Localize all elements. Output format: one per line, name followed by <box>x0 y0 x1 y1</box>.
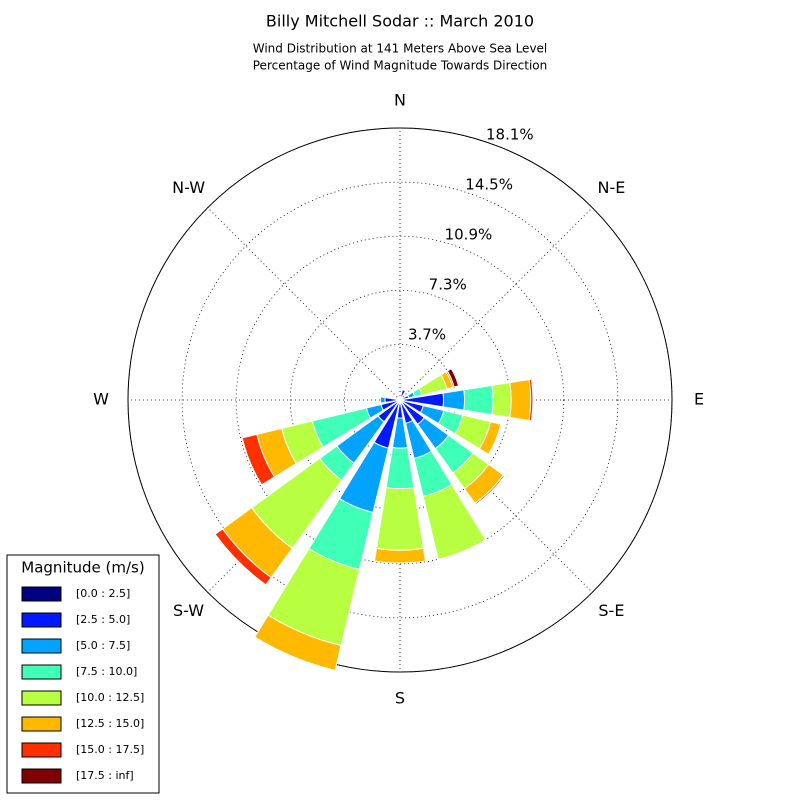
wind-bar <box>400 389 407 399</box>
direction-label: N <box>394 91 406 110</box>
legend-label: [2.5 : 5.0] <box>76 613 130 626</box>
wind-bar <box>241 433 276 486</box>
legend-label: [5.0 : 7.5] <box>76 639 130 652</box>
radial-tick-label: 10.9% <box>445 225 493 243</box>
radial-tick-label: 14.5% <box>465 175 513 193</box>
legend-label: [17.5 : inf] <box>76 769 134 782</box>
grid-spoke <box>399 399 593 593</box>
direction-label: S-W <box>173 601 204 620</box>
radial-tick-label: 7.3% <box>429 275 467 293</box>
wind-bar <box>379 396 386 404</box>
direction-label: N-W <box>172 178 205 197</box>
grid-spoke <box>399 207 593 401</box>
wind-bar <box>463 384 494 416</box>
wind-bar <box>373 547 427 564</box>
legend-label: [12.5 : 15.0] <box>76 717 144 730</box>
direction-label: N-E <box>597 178 625 197</box>
legend-swatch <box>21 742 62 758</box>
radial-tick-label: 18.1% <box>486 125 534 143</box>
wind-bar <box>254 614 342 671</box>
legend-swatch <box>21 586 62 602</box>
radial-tick-label: 3.7% <box>408 325 446 343</box>
wind-bar <box>385 446 415 490</box>
wind-bar <box>446 367 460 388</box>
wind-bar <box>478 421 502 455</box>
wind-bar <box>474 474 506 506</box>
legend-swatch <box>21 638 62 654</box>
chart-subtitle: Wind Distribution at 141 Meters Above Se… <box>253 42 548 56</box>
wind-bar <box>214 528 272 586</box>
wind-bar <box>491 382 512 418</box>
legend-label: [0.0 : 2.5] <box>76 587 130 600</box>
legend-swatch <box>21 768 62 784</box>
grid-circle <box>235 235 565 565</box>
direction-label: W <box>93 390 109 409</box>
direction-label: S <box>395 689 405 708</box>
wind-bar <box>442 389 466 411</box>
wind-bar <box>375 486 425 551</box>
chart-subtitle: Percentage of Wind Magnitude Towards Dir… <box>253 59 547 73</box>
legend-title: Magnitude (m/s) <box>21 559 144 577</box>
legend-swatch <box>21 612 62 628</box>
legend-label: [15.0 : 17.5] <box>76 743 144 756</box>
legend-label: [7.5 : 10.0] <box>76 665 137 678</box>
wind-bar <box>422 483 487 560</box>
direction-label: S-E <box>598 601 624 620</box>
grid-spoke <box>207 207 401 401</box>
wind-bar <box>509 378 532 422</box>
legend-swatch <box>21 716 62 732</box>
chart-title: Billy Mitchell Sodar :: March 2010 <box>266 12 534 31</box>
grid-circle <box>181 181 619 619</box>
direction-label: E <box>694 390 704 409</box>
legend-label: [10.0 : 12.5] <box>76 691 144 704</box>
legend-swatch <box>21 664 62 680</box>
polar-frame <box>127 127 673 673</box>
wind-bar <box>528 378 534 422</box>
wind-bar <box>395 396 400 401</box>
legend-swatch <box>21 690 62 706</box>
